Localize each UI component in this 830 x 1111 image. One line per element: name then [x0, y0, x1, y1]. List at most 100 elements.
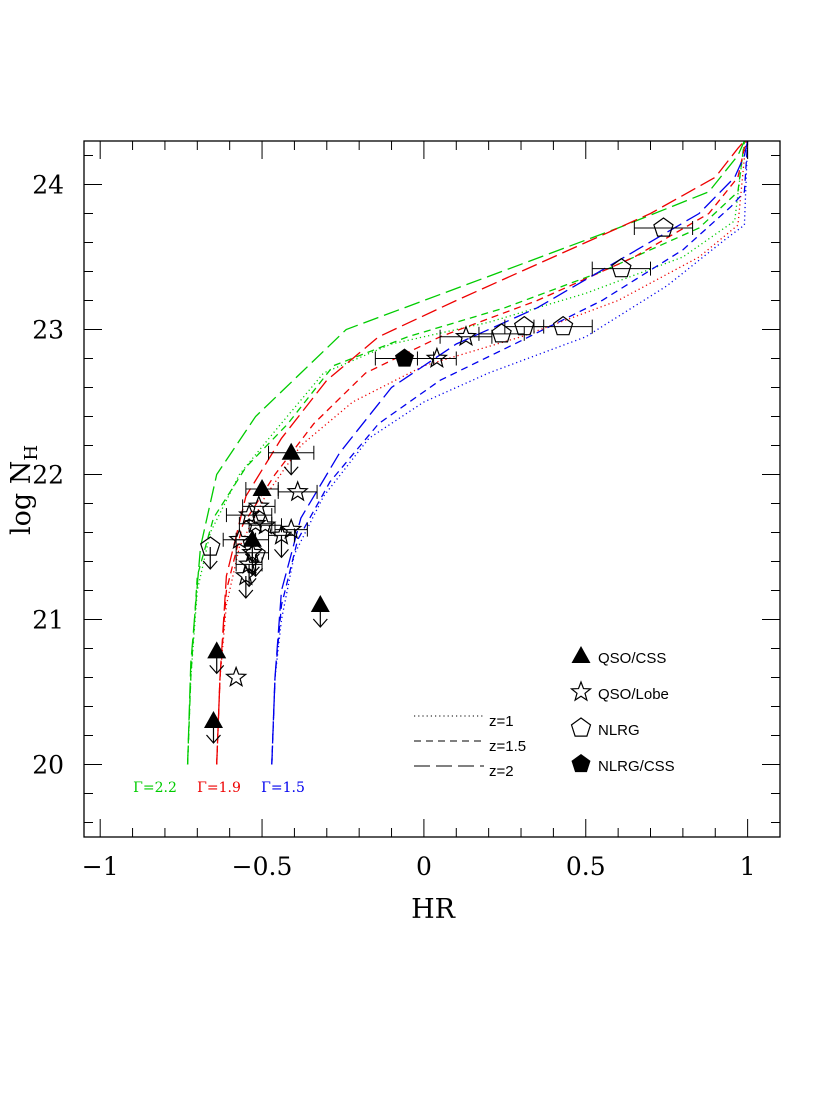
data-point — [478, 323, 525, 343]
data-point — [242, 494, 276, 516]
marker-qso-css — [281, 442, 301, 460]
plot-frame — [83, 140, 781, 838]
marker-qso-lobe — [286, 480, 309, 502]
upper-limit-arrow-head — [209, 665, 225, 675]
y-tick-label: 23 — [32, 316, 64, 345]
model-curve-gamma2_2-z1_5 — [186, 141, 746, 765]
y-axis-title: log NH — [6, 445, 42, 535]
marker-qso-css — [310, 595, 330, 612]
tick-labels: −1 −0.5 0 0.5 1 20 21 22 23 24 — [32, 171, 755, 882]
legend-marker-entry: QSO/Lobe — [569, 680, 669, 703]
x-tick-label: 0.5 — [566, 852, 606, 881]
data-points — [199, 217, 694, 744]
x-axis-title: HR — [411, 894, 456, 925]
upper-limit-arrow-head — [248, 567, 264, 578]
gamma-label: Γ=2.2 — [133, 780, 177, 796]
marker-nlrg — [245, 543, 266, 563]
model-curve-gamma1_5-z2 — [271, 141, 749, 765]
data-point — [268, 523, 295, 559]
legend-line-label: z=2 — [489, 763, 514, 780]
legend-marker-label: QSO/CSS — [598, 650, 666, 667]
x-tick-label: −1 — [82, 852, 119, 881]
legend-marker-label: NLRG — [598, 722, 640, 739]
marker-qso-lobe — [254, 513, 277, 535]
model-curves — [186, 141, 749, 765]
legend-line-entry: z=1.5 — [414, 738, 526, 755]
marker-qso-lobe — [425, 346, 449, 368]
marker-nlrg — [552, 315, 574, 336]
upper-limit-arrow-head — [202, 560, 218, 570]
marker-qso-lobe — [270, 523, 293, 545]
axis-ticks — [84, 141, 780, 837]
marker-nlrg — [611, 257, 632, 278]
gamma-label: Γ=1.9 — [197, 780, 241, 796]
svg-text:log NH: log NH — [6, 445, 42, 535]
model-curve-gamma1_9-z1_5 — [216, 141, 747, 765]
marker-qso-lobe — [280, 517, 303, 540]
legend-marker-symbol — [571, 754, 591, 773]
model-curve-gamma1_9-z1 — [216, 141, 747, 765]
model-curve-gamma1_5-z1 — [271, 141, 749, 765]
model-curve-gamma1_9-z2 — [216, 141, 745, 765]
plot-border — [83, 140, 781, 838]
x-tick-label: −0.5 — [232, 852, 293, 881]
marker-qso-lobe — [247, 494, 270, 516]
data-point — [310, 595, 330, 628]
marker-qso-lobe — [241, 541, 264, 563]
marker-qso-lobe — [228, 528, 251, 550]
y-tick-label: 24 — [32, 171, 64, 200]
data-point — [439, 325, 493, 347]
data-point — [207, 641, 227, 675]
data-point — [374, 348, 435, 367]
data-point — [224, 665, 248, 688]
legend-marker-symbol — [570, 717, 592, 737]
gamma-labels: Γ=2.2 Γ=1.9 Γ=1.5 — [133, 780, 305, 796]
y-tick-label: 20 — [32, 751, 64, 780]
y-axis-title-subscript: H — [21, 445, 42, 461]
y-tick-label: 22 — [32, 461, 64, 490]
legend-line-entry: z=1 — [414, 713, 514, 730]
model-curve-gamma1_5-z1_5 — [271, 141, 749, 765]
upper-limit-arrow-head — [283, 466, 299, 476]
legend-marker-label: NLRG/CSS — [598, 758, 675, 775]
marker-qso-lobe — [454, 325, 478, 347]
model-curve-gamma2_2-z2 — [186, 141, 745, 765]
marker-qso-css — [252, 479, 272, 496]
upper-limit-arrow-head — [238, 589, 254, 599]
legend: z=1 z=1.5 z=2 QSO/CSS QSO/Lobe NLRG NLRG/CSS — [414, 646, 675, 780]
data-point — [277, 480, 318, 502]
marker-nlrg — [491, 323, 512, 343]
legend-marker-symbol — [571, 646, 591, 663]
upper-limit-arrow-head — [274, 549, 289, 559]
legend-line-label: z=1.5 — [489, 738, 526, 755]
marker-nlrg — [653, 217, 674, 237]
data-point — [245, 479, 279, 496]
data-point — [268, 442, 315, 476]
y-axis-title-main: log N — [6, 461, 37, 535]
legend-marker-entry: QSO/CSS — [571, 646, 666, 667]
legend-marker-entry: NLRG — [570, 717, 640, 739]
x-tick-label: 1 — [740, 852, 756, 881]
upper-limit-arrow-head — [206, 734, 221, 744]
data-point — [633, 217, 694, 237]
marker-nlrg-css — [395, 348, 414, 367]
marker-nlrg — [199, 536, 221, 556]
data-point — [203, 711, 223, 744]
marker-qso-css — [242, 529, 262, 547]
x-tick-label: 0 — [416, 852, 432, 881]
data-point — [591, 257, 652, 278]
marker-qso-css — [203, 711, 223, 728]
legend-line-entry: z=2 — [414, 763, 514, 780]
upper-limit-arrow-head — [312, 618, 328, 628]
gamma-label: Γ=1.5 — [261, 780, 305, 796]
legend-line-label: z=1 — [489, 713, 514, 730]
legend-marker-symbol — [569, 680, 593, 702]
legend-marker-label: QSO/Lobe — [598, 686, 669, 703]
data-point — [199, 536, 221, 570]
marker-qso-css — [207, 641, 227, 659]
marker-qso-lobe — [224, 665, 248, 688]
data-point — [245, 543, 266, 578]
legend-marker-entry: NLRG/CSS — [571, 754, 675, 775]
y-tick-label: 21 — [32, 606, 64, 635]
